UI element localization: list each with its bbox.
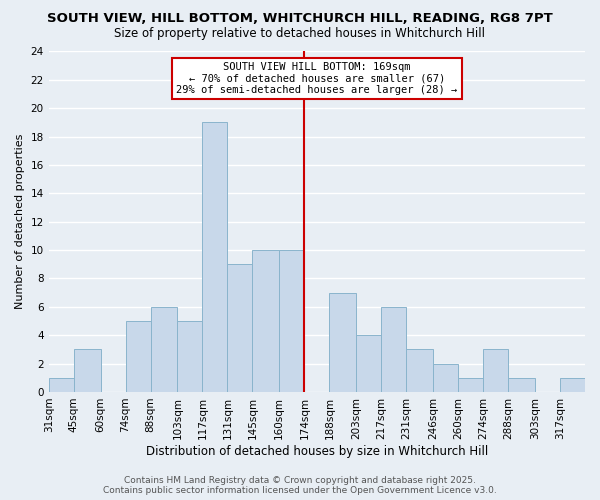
Text: Size of property relative to detached houses in Whitchurch Hill: Size of property relative to detached ho… xyxy=(115,28,485,40)
Bar xyxy=(381,307,406,392)
Text: SOUTH VIEW HILL BOTTOM: 169sqm
← 70% of detached houses are smaller (67)
29% of : SOUTH VIEW HILL BOTTOM: 169sqm ← 70% of … xyxy=(176,62,457,95)
X-axis label: Distribution of detached houses by size in Whitchurch Hill: Distribution of detached houses by size … xyxy=(146,444,488,458)
Bar xyxy=(329,292,356,392)
Text: Contains HM Land Registry data © Crown copyright and database right 2025.: Contains HM Land Registry data © Crown c… xyxy=(124,476,476,485)
Bar xyxy=(49,378,74,392)
Bar xyxy=(458,378,483,392)
Bar xyxy=(125,321,151,392)
Bar xyxy=(202,122,227,392)
Bar xyxy=(227,264,253,392)
Bar xyxy=(356,335,381,392)
Bar xyxy=(433,364,458,392)
Bar xyxy=(151,307,178,392)
Bar xyxy=(560,378,585,392)
Bar xyxy=(253,250,279,392)
Bar xyxy=(279,250,304,392)
Bar xyxy=(406,350,433,392)
Y-axis label: Number of detached properties: Number of detached properties xyxy=(15,134,25,310)
Bar xyxy=(508,378,535,392)
Text: Contains public sector information licensed under the Open Government Licence v3: Contains public sector information licen… xyxy=(103,486,497,495)
Text: SOUTH VIEW, HILL BOTTOM, WHITCHURCH HILL, READING, RG8 7PT: SOUTH VIEW, HILL BOTTOM, WHITCHURCH HILL… xyxy=(47,12,553,26)
Bar xyxy=(483,350,508,392)
Bar xyxy=(178,321,202,392)
Bar xyxy=(74,350,101,392)
